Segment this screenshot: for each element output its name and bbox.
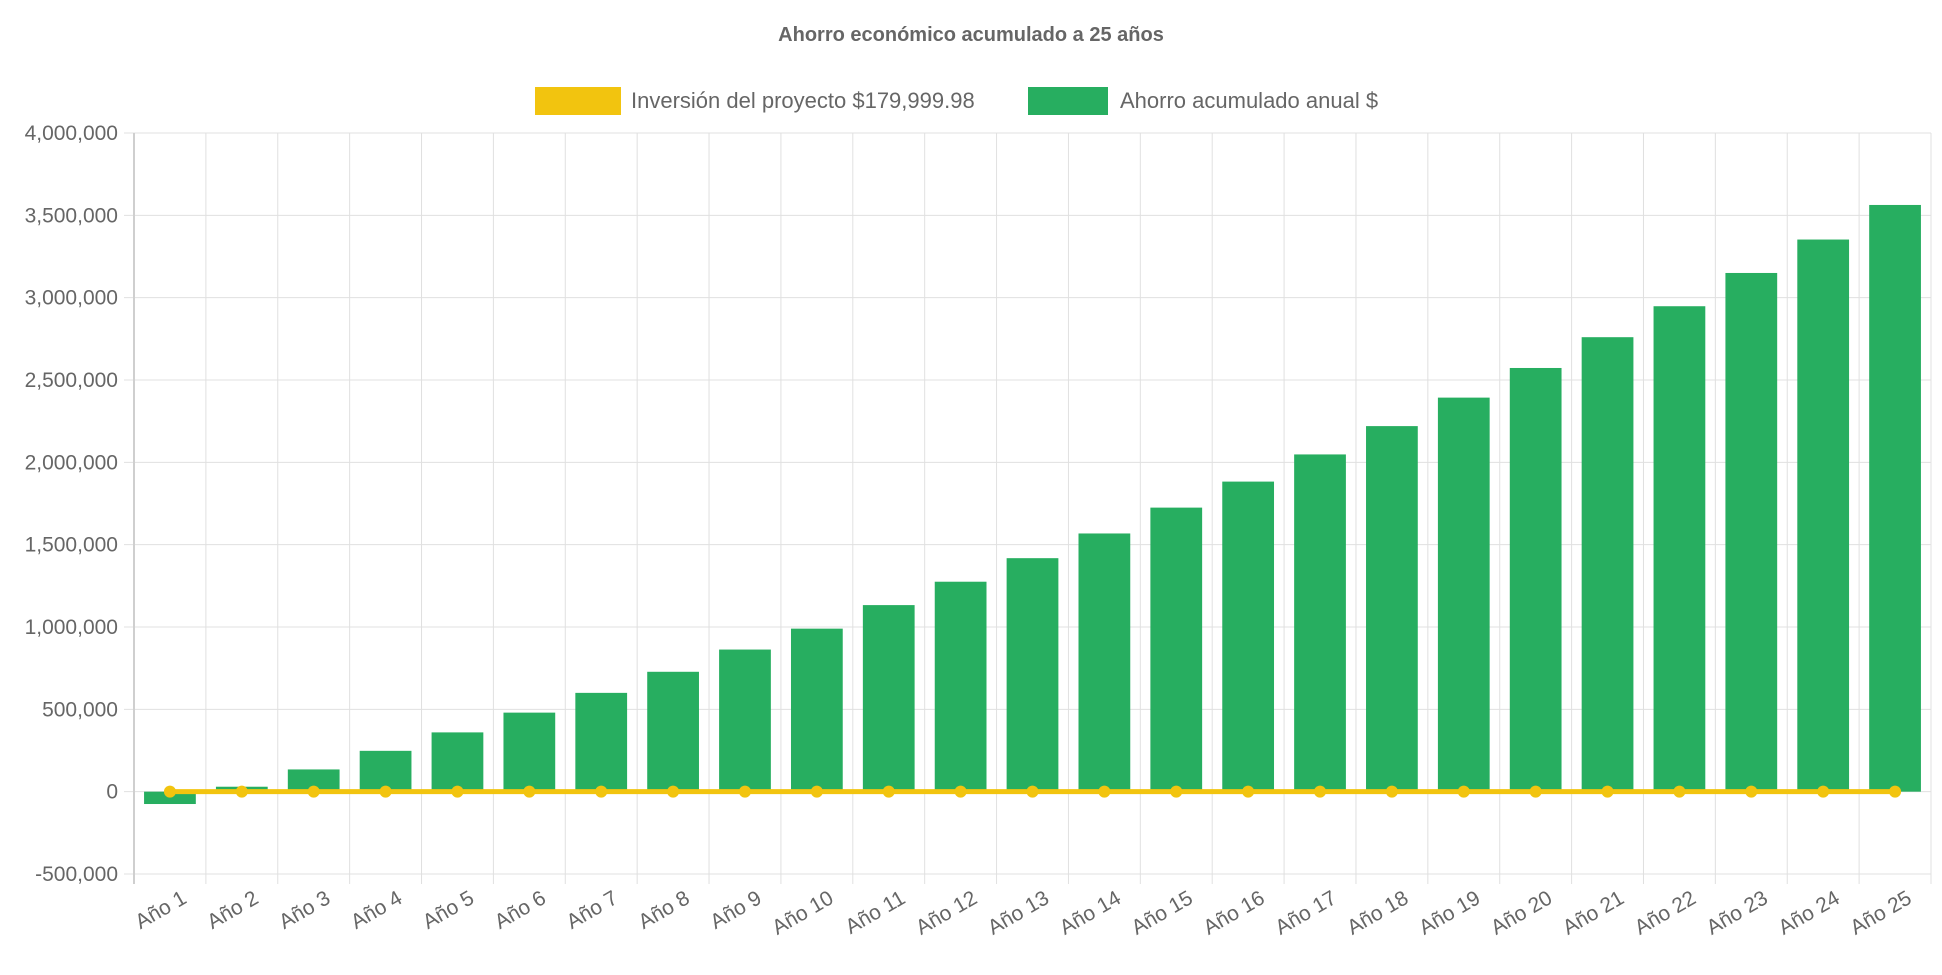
investment-point (738, 785, 751, 798)
legend: Inversión del proyecto $179,999.98 Ahorr… (535, 87, 1378, 115)
y-tick-label: 2,500,000 (25, 369, 118, 392)
bar (862, 605, 915, 792)
investment-point (1673, 785, 1686, 798)
investment-point (1601, 785, 1614, 798)
x-tick-label: Año 18 (1343, 886, 1412, 939)
investment-point (163, 785, 176, 798)
x-tick-label: Año 2 (203, 886, 262, 933)
x-tick-label: Año 7 (563, 886, 622, 933)
legend-item-savings[interactable]: Ahorro acumulado anual $ (1028, 87, 1378, 115)
investment-point (810, 785, 823, 798)
investment-point (1529, 785, 1542, 798)
x-tick-label: Año 6 (491, 886, 550, 933)
bar (1581, 337, 1634, 792)
bar (359, 750, 412, 792)
bar (1366, 426, 1418, 792)
investment-point (523, 785, 536, 798)
x-tick-label: Año 11 (841, 886, 909, 938)
legend-label-savings: Ahorro acumulado anual $ (1120, 88, 1378, 113)
bar (1006, 558, 1059, 792)
investment-point (882, 785, 895, 798)
investment-point (307, 785, 320, 798)
investment-point (1889, 785, 1902, 798)
bar (503, 712, 556, 792)
x-tick-label: Año 24 (1775, 886, 1844, 939)
investment-point (667, 785, 680, 798)
investment-point (1457, 785, 1470, 798)
investment-point (1242, 785, 1255, 798)
investment-point (1745, 785, 1758, 798)
bar (431, 732, 484, 792)
x-tick-label: Año 8 (635, 886, 694, 933)
investment-point (954, 785, 967, 798)
x-tick-label: Año 3 (275, 886, 334, 933)
investment-point (1098, 785, 1111, 798)
legend-swatch-investment (535, 87, 621, 115)
bar (647, 671, 699, 792)
bar (1150, 507, 1203, 792)
x-tick-label: Año 15 (1128, 886, 1197, 939)
bar (287, 769, 340, 792)
x-tick-label: Año 1 (131, 886, 190, 933)
bar (1797, 239, 1850, 792)
investment-point (1385, 785, 1398, 798)
y-tick-label: 3,500,000 (25, 204, 118, 227)
bar (719, 649, 771, 792)
investment-point (451, 785, 464, 798)
bar (790, 628, 843, 792)
investment-point (1314, 785, 1327, 798)
investment-point (1170, 785, 1183, 798)
y-tick-label: 1,000,000 (25, 616, 118, 639)
x-tick-label: Año 12 (912, 886, 981, 939)
x-tick-label: Año 23 (1703, 886, 1772, 939)
bar (1653, 306, 1706, 792)
y-tick-label: 3,000,000 (25, 287, 118, 310)
y-tick-label: 0 (106, 781, 118, 804)
bar (1294, 454, 1346, 792)
chart-title: Ahorro económico acumulado a 25 años (778, 24, 1164, 46)
legend-item-investment[interactable]: Inversión del proyecto $179,999.98 (535, 87, 975, 115)
legend-label-investment: Inversión del proyecto $179,999.98 (631, 88, 975, 113)
x-tick-label: Año 19 (1415, 886, 1484, 939)
bar (1725, 272, 1778, 792)
y-tick-label: 2,000,000 (25, 451, 118, 474)
x-tick-label: Año 10 (768, 886, 837, 939)
x-tick-label: Año 17 (1271, 886, 1340, 939)
y-tick-label: 1,500,000 (25, 534, 118, 557)
bar (575, 692, 628, 792)
x-tick-label: Año 16 (1199, 886, 1268, 939)
legend-swatch-savings (1028, 87, 1108, 115)
investment-point (235, 785, 248, 798)
x-tick-label: Año 9 (706, 886, 765, 933)
y-tick-label: 500,000 (42, 698, 118, 721)
x-tick-label: Año 22 (1631, 886, 1700, 939)
bar (934, 581, 987, 792)
bar (1078, 533, 1131, 792)
investment-point (379, 785, 392, 798)
x-tick-label: Año 21 (1559, 886, 1628, 939)
bar (1509, 367, 1562, 792)
bar (1437, 397, 1490, 792)
y-tick-label: -500,000 (35, 863, 118, 886)
x-tick-label: Año 14 (1056, 886, 1125, 939)
x-tick-label: Año 20 (1487, 886, 1556, 939)
investment-point (1026, 785, 1039, 798)
bar (1869, 204, 1921, 792)
investment-point (1817, 785, 1830, 798)
x-tick-label: Año 5 (419, 886, 478, 933)
x-tick-label: Año 25 (1846, 886, 1915, 939)
x-tick-label: Año 13 (984, 886, 1053, 939)
x-tick-label: Año 4 (347, 886, 406, 934)
investment-point (595, 785, 608, 798)
y-tick-label: 4,000,000 (25, 122, 118, 145)
bar (1222, 481, 1275, 792)
bar (144, 791, 196, 805)
